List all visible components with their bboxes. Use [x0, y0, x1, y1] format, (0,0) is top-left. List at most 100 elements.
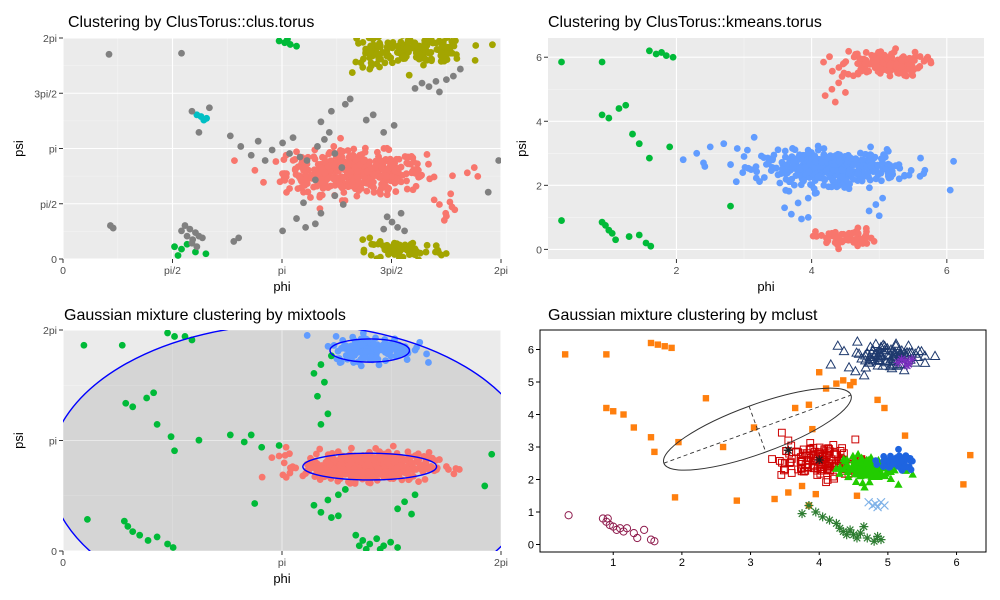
data-point [301, 182, 309, 189]
data-point [872, 201, 880, 208]
y-tick-label: 0 [536, 244, 542, 256]
data-point [355, 542, 363, 550]
data-point [268, 454, 276, 462]
data-point [205, 104, 213, 112]
data-point [474, 172, 482, 180]
data-point [775, 456, 784, 465]
data-point [235, 234, 243, 242]
data-point [874, 396, 881, 404]
data-point [334, 491, 342, 499]
data-point [835, 79, 843, 87]
data-point [771, 495, 778, 503]
data-point [404, 45, 412, 53]
data-point [854, 170, 862, 178]
x-tick-label: 1 [610, 557, 616, 569]
data-point [826, 53, 833, 61]
data-point [351, 480, 359, 487]
data-point [188, 107, 196, 115]
data-point [314, 143, 321, 150]
data-point [303, 332, 311, 339]
data-point [866, 176, 874, 184]
data-point [387, 538, 395, 546]
data-point [635, 231, 643, 239]
data-point [433, 466, 441, 473]
data-point [806, 439, 815, 447]
data-point [389, 39, 397, 46]
data-point [118, 341, 126, 349]
data-point [440, 216, 448, 224]
data-point [291, 156, 299, 163]
data-point [181, 222, 189, 229]
data-point [394, 544, 402, 551]
data-point [651, 448, 658, 456]
data-point [816, 369, 823, 376]
data-point [806, 160, 813, 168]
data-point [372, 334, 379, 342]
data-point [174, 252, 182, 259]
data-point [610, 408, 617, 415]
data-point [885, 343, 897, 354]
data-point [854, 69, 862, 77]
data-point [846, 154, 854, 162]
data-point [838, 173, 846, 181]
data-point [822, 478, 830, 487]
data-point [844, 236, 852, 244]
x-tick-label: 6 [953, 557, 959, 569]
data-point [164, 540, 171, 548]
data-point [753, 168, 761, 176]
data-point [344, 345, 352, 352]
data-point [851, 477, 861, 486]
data-point [645, 47, 653, 55]
data-point [291, 165, 299, 173]
data-point [321, 169, 329, 177]
data-point [327, 182, 335, 190]
data-point [789, 162, 797, 170]
data-point [317, 361, 325, 368]
data-point [784, 169, 791, 177]
data-point [354, 177, 362, 185]
data-point [647, 339, 655, 347]
data-point [787, 210, 795, 218]
data-point [872, 467, 881, 476]
data-point [564, 511, 573, 520]
data-point [404, 448, 412, 456]
y-tick-label: 4 [528, 410, 534, 422]
data-point [350, 465, 358, 473]
data-point [820, 58, 827, 66]
data-point [732, 178, 740, 186]
data-point [325, 150, 333, 158]
data-point [388, 173, 395, 180]
data-point [886, 362, 898, 373]
data-point [420, 44, 428, 51]
data-point [167, 433, 175, 441]
data-point [383, 173, 391, 180]
data-point [363, 168, 371, 176]
data-point [394, 223, 402, 231]
data-point [324, 496, 332, 504]
data-point [867, 162, 875, 170]
data-point [340, 466, 347, 473]
data-point [909, 356, 921, 367]
data-point [303, 157, 311, 164]
x-axis-label: phi [273, 279, 290, 294]
data-point [317, 420, 325, 428]
data-point [408, 152, 415, 160]
data-point [615, 105, 623, 112]
data-point [741, 163, 749, 171]
data-point [432, 248, 439, 256]
y-tick-label: 6 [536, 52, 542, 64]
data-point [864, 169, 872, 176]
data-point [873, 531, 883, 541]
data-point [370, 241, 378, 248]
data-point [647, 434, 655, 441]
data-point [836, 158, 843, 166]
data-point [825, 358, 837, 369]
data-point [383, 213, 391, 221]
y-tick-label: 2 [536, 180, 542, 192]
data-point [195, 128, 203, 136]
data-point [366, 54, 374, 62]
data-point [359, 475, 366, 483]
data-point [886, 61, 894, 69]
data-point [237, 143, 245, 150]
data-point [825, 515, 835, 525]
